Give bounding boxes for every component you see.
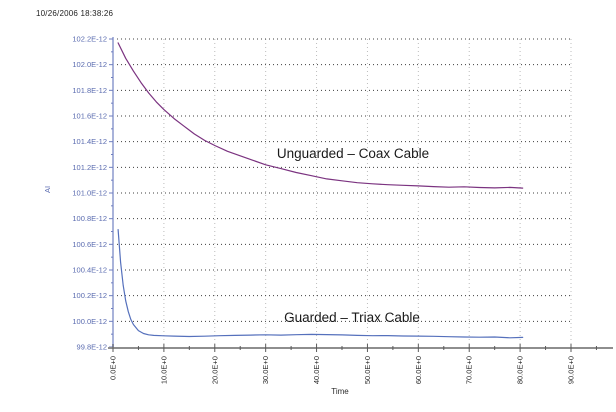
x-tick-label: 20.0E+0 <box>210 356 219 384</box>
x-tick-label: 0.0E+0 <box>109 356 118 380</box>
y-tick-label: 100.4E-12 <box>72 266 107 275</box>
series-line-guarded-triax <box>117 229 524 339</box>
x-tick-label: 10.0E+0 <box>159 356 168 384</box>
y-tick-label: 99.8E-12 <box>77 343 107 352</box>
y-tick-label: 102.0E-12 <box>72 60 107 69</box>
y-tick-label: 100.2E-12 <box>72 291 107 300</box>
y-tick-label: 102.2E-12 <box>72 35 107 44</box>
x-tick-label: 40.0E+0 <box>312 356 321 384</box>
y-tick-label: 101.6E-12 <box>72 112 107 121</box>
x-axis-title: Time <box>331 387 349 396</box>
y-tick-labels: 102.2E-12 102.0E-12 101.8E-12 101.6E-12 101.… <box>72 35 107 352</box>
y-tick-label: 101.2E-12 <box>72 163 107 172</box>
horizontal-gridlines <box>113 38 571 322</box>
x-tick-label: 70.0E+0 <box>465 356 474 384</box>
x-tick-label: 90.0E+0 <box>567 356 576 384</box>
x-tick-labels: 0.0E+0 10.0E+0 20.0E+0 30.0E+0 40.0E+0 50.0E+… <box>109 356 576 384</box>
series-label-unguarded-coax: Unguarded – Coax Cable <box>276 146 430 161</box>
y-tick-label: 101.4E-12 <box>72 137 107 146</box>
y-tick-label: 101.8E-12 <box>72 86 107 95</box>
y-axis <box>109 37 114 348</box>
x-tick-label: 80.0E+0 <box>516 356 525 384</box>
x-tick-label: 60.0E+0 <box>414 356 423 384</box>
y-tick-label: 100.6E-12 <box>72 240 107 249</box>
y-tick-label: 100.0E-12 <box>72 317 107 326</box>
x-tick-label: 50.0E+0 <box>363 356 372 384</box>
y-tick-label: 101.0E-12 <box>72 189 107 198</box>
x-axis <box>108 344 613 352</box>
x-tick-label: 30.0E+0 <box>261 356 270 384</box>
y-tick-label: 100.8E-12 <box>72 214 107 223</box>
y-axis-title: AI <box>43 185 53 194</box>
series-line-unguarded-coax <box>117 42 524 189</box>
timestamp: 10/26/2006 18:38:26 <box>36 9 114 18</box>
series-label-guarded-triax: Guarded – Triax Cable <box>284 310 420 325</box>
